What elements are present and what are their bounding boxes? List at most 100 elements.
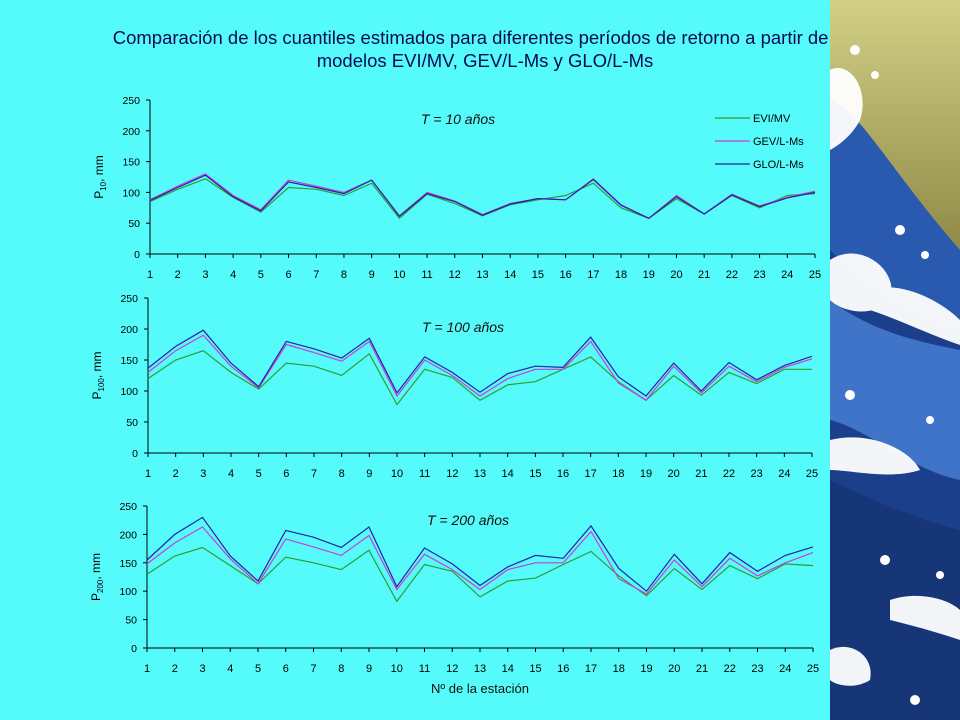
x-tick-label: 16 [557,663,569,675]
y-tick-label: 200 [119,529,137,541]
y-tick-label: 150 [122,157,140,169]
x-tick-label: 20 [668,468,680,480]
x-tick-label: 17 [587,269,599,281]
y-axis-label-sub: 200 [96,579,105,593]
x-tick-label: 22 [723,468,735,480]
x-tick-label: 6 [283,468,289,480]
x-tick-label: 16 [560,269,572,281]
y-tick-label: 0 [132,448,138,460]
x-tick-label: 3 [199,663,205,675]
x-tick-label: 7 [310,663,316,675]
x-axis-title: Nº de la estación [431,681,529,696]
y-tick-label: 100 [119,586,137,598]
wave-decoration-image [830,0,960,720]
y-axis-label-unit: , mm [89,553,103,580]
x-tick-label: 20 [668,663,680,675]
y-tick-label: 0 [131,643,137,655]
x-tick-label: 11 [421,269,432,281]
series-line-evi-mv [149,178,816,220]
series-line-gev-l-ms [149,173,816,220]
x-tick-label: 14 [504,269,516,281]
x-tick-label: 19 [640,663,652,675]
x-tick-label: 11 [419,468,430,480]
x-tick-label: 24 [781,269,793,281]
x-tick-label: 19 [643,269,655,281]
x-tick-label: 9 [366,663,372,675]
x-tick-label: 2 [175,269,181,281]
x-tick-label: 23 [751,468,763,480]
x-tick-label: 23 [753,269,765,281]
slide-title-line-2: modelos EVI/MV, GEV/L-Ms y GLO/L-Ms [316,50,654,71]
y-tick-label: 100 [122,187,140,199]
slide-title: Comparación de los cuantiles estimados p… [30,26,940,72]
legend-label: GLO/L-Ms [753,159,804,171]
x-tick-label: 15 [529,468,541,480]
x-tick-label: 25 [809,269,821,281]
x-tick-label: 4 [230,269,236,281]
x-tick-label: 25 [807,663,819,675]
x-tick-label: 3 [200,468,206,480]
x-tick-label: 5 [258,269,264,281]
legend-label: GEV/L-Ms [753,136,804,148]
x-tick-label: 13 [474,468,486,480]
x-tick-label: 22 [726,269,738,281]
x-tick-label: 15 [529,663,541,675]
x-tick-label: 1 [147,269,153,281]
y-axis-label: P200, mm [89,553,105,601]
x-tick-label: 8 [339,468,345,480]
x-tick-label: 14 [502,663,514,675]
y-tick-label: 50 [126,417,138,429]
x-tick-label: 20 [670,269,682,281]
x-tick-label: 12 [446,468,458,480]
x-tick-label: 22 [724,663,736,675]
y-axis-label: P10, mm [92,155,108,199]
x-tick-label: 12 [449,269,461,281]
x-tick-label: 17 [585,468,597,480]
x-tick-label: 10 [391,663,403,675]
x-tick-label: 6 [285,269,291,281]
slide-title-line-1: Comparación de los cuantiles estimados p… [112,27,858,48]
legend: EVI/MV GEV/L-Ms GLO/L-Ms [715,113,804,171]
x-tick-label: 10 [393,269,405,281]
x-tick-label: 7 [313,269,319,281]
x-tick-label: 18 [613,663,625,675]
y-tick-label: 250 [119,501,137,513]
y-tick-label: 200 [120,324,138,336]
x-tick-label: 3 [202,269,208,281]
series-line-glo-l-ms [146,516,814,593]
x-tick-label: 11 [419,663,430,675]
y-tick-label: 150 [120,355,138,367]
series-line-evi-mv [147,350,812,406]
x-tick-label: 2 [173,468,179,480]
return-period-annotation: T = 100 años [422,319,504,335]
x-tick-label: 16 [557,468,569,480]
x-tick-label: 21 [698,269,710,281]
series-line-glo-l-ms [149,174,816,219]
y-tick-label: 250 [120,293,138,305]
y-tick-label: 250 [122,95,140,107]
y-tick-label: 100 [120,386,138,398]
x-tick-label: 8 [338,663,344,675]
x-tick-label: 18 [615,269,627,281]
x-tick-label: 2 [172,663,178,675]
y-axis-label-main: P [90,392,104,400]
y-axis-label-sub: 10 [99,181,108,190]
x-tick-label: 1 [145,468,151,480]
x-tick-label: 23 [751,663,763,675]
x-tick-label: 10 [391,468,403,480]
y-axis-label-sub: 100 [97,378,106,392]
legend-label: EVI/MV [753,113,791,125]
x-tick-label: 14 [502,468,514,480]
y-axis-label-unit: , mm [90,351,104,378]
x-tick-label: 13 [476,269,488,281]
y-axis-label: P100, mm [90,351,106,399]
x-tick-label: 4 [228,468,234,480]
return-period-annotation: T = 200 años [427,512,509,528]
x-tick-label: 19 [640,468,652,480]
x-tick-label: 17 [585,663,597,675]
return-period-annotation: T = 10 años [421,111,495,127]
y-axis-label-main: P [92,191,106,199]
x-tick-label: 21 [696,663,708,675]
